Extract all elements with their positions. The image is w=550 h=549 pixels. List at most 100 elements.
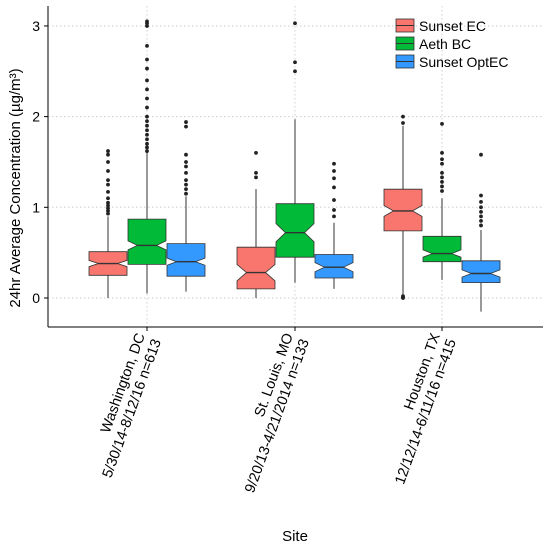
outlier-point: [479, 152, 483, 157]
box-body: [461, 260, 501, 284]
outlier-point: [440, 189, 444, 193]
outlier-point: [184, 152, 188, 157]
y-axis-title: 24hr Average Concentration (µg/m³): [7, 68, 24, 307]
outlier-point: [145, 57, 149, 62]
outlier-point: [440, 170, 444, 175]
outlier-point: [440, 150, 444, 155]
outlier-point: [145, 132, 149, 137]
outlier-point: [332, 198, 336, 202]
outlier-point: [184, 182, 188, 187]
box-body: [236, 246, 276, 290]
outlier-point: [106, 203, 110, 208]
outlier-point: [440, 161, 444, 166]
outlier-point: [440, 121, 444, 126]
outlier-point: [293, 69, 297, 74]
outlier-point: [106, 200, 110, 205]
outlier-point: [184, 164, 188, 169]
outlier-point: [184, 120, 188, 124]
box-2-0: [383, 114, 423, 300]
outlier-point: [145, 149, 149, 153]
outlier-point: [106, 178, 110, 183]
outlier-point: [479, 199, 483, 204]
box-2-2: [461, 152, 501, 312]
outlier-point: [106, 211, 110, 216]
legend: Sunset EC Aeth BC Sunset OptEC: [395, 18, 509, 70]
outlier-point: [184, 124, 188, 129]
outlier-point: [184, 170, 188, 175]
legend-label: Aeth BC: [419, 36, 471, 52]
box-body: [422, 235, 462, 263]
outlier-point: [332, 185, 336, 190]
outlier-point: [293, 60, 297, 65]
outlier-point: [145, 123, 149, 128]
outlier-point: [145, 137, 149, 142]
outlier-point: [479, 205, 483, 210]
y-ticks: 0 1 2 3: [32, 18, 48, 306]
outlier-point: [106, 160, 110, 164]
outlier-point: [332, 169, 336, 173]
outlier-point: [145, 105, 149, 110]
x-axis-title: Site: [282, 528, 308, 545]
legend-label: Sunset EC: [419, 18, 486, 34]
outlier-point: [145, 141, 149, 146]
outlier-point: [332, 214, 336, 219]
outlier-point: [479, 223, 483, 228]
box-body: [127, 218, 167, 265]
outlier-point: [145, 114, 149, 119]
box-1-0: [236, 150, 276, 298]
outlier-point: [293, 21, 297, 26]
outlier-point: [145, 43, 149, 48]
outlier-point: [106, 182, 110, 187]
box-groups: [88, 19, 501, 312]
x-tick-label-group: Washington, DC5/30/14-8/12/16 n=613: [98, 331, 165, 480]
outlier-point: [479, 193, 483, 198]
outlier-point: [106, 189, 110, 194]
outlier-point: [145, 87, 149, 92]
box-1-1: [275, 21, 315, 283]
box-body: [275, 203, 315, 258]
box-0-0: [88, 149, 128, 298]
box-0-2: [166, 120, 206, 292]
outlier-point: [106, 206, 110, 211]
outlier-point: [145, 19, 149, 24]
outlier-point: [479, 219, 483, 223]
outlier-point: [106, 149, 110, 153]
outlier-point: [106, 209, 110, 213]
outlier-point: [440, 184, 444, 189]
outlier-point: [145, 78, 149, 83]
x-ticks: Washington, DC5/30/14-8/12/16 n=613 St. L…: [98, 327, 460, 495]
outlier-point: [440, 157, 444, 162]
outlier-point: [145, 145, 149, 150]
y-tick-label: 0: [32, 290, 40, 306]
outlier-point: [106, 196, 110, 201]
outlier-point: [401, 121, 405, 125]
outlier-point: [479, 214, 483, 219]
outlier-point: [106, 152, 110, 157]
box-body: [383, 188, 423, 232]
outlier-point: [254, 175, 258, 180]
outlier-point: [332, 208, 336, 212]
x-tick-label-group: St. Louis, MO9/20/13-4/21/2014 n=133: [242, 331, 313, 495]
outlier-point: [145, 119, 149, 124]
outlier-point: [254, 170, 258, 175]
box-0-1: [127, 19, 167, 294]
outlier-point: [184, 160, 188, 164]
outlier-point: [184, 178, 188, 183]
y-tick-label: 3: [32, 18, 40, 34]
outlier-point: [145, 66, 149, 71]
outlier-point: [479, 209, 483, 214]
outlier-point: [440, 175, 444, 180]
outlier-point: [184, 191, 188, 196]
outlier-point: [401, 294, 405, 299]
outlier-point: [401, 114, 405, 119]
box-body: [314, 254, 354, 279]
outlier-point: [440, 180, 444, 184]
outlier-point: [145, 128, 149, 133]
outlier-point: [145, 96, 149, 101]
outlier-point: [254, 150, 258, 155]
outlier-point: [145, 24, 149, 28]
y-tick-label: 1: [32, 199, 40, 215]
y-tick-label: 2: [32, 109, 40, 125]
